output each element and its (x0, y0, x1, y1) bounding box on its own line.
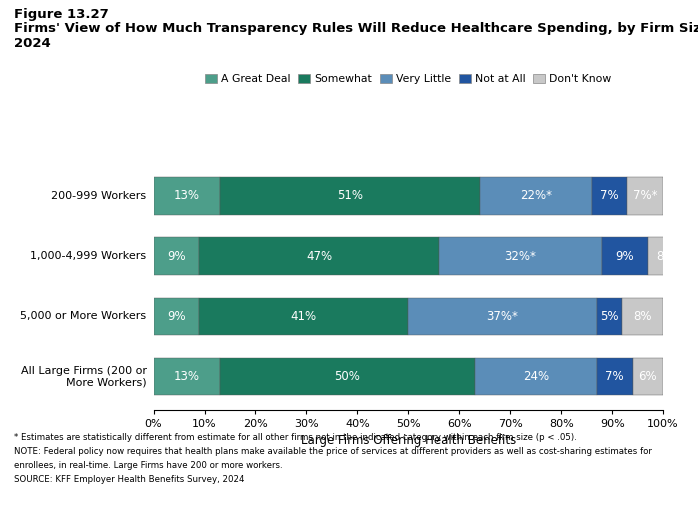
Text: 22%*: 22%* (520, 190, 551, 202)
Bar (200, 237, 439, 275)
Bar (220, 177, 480, 215)
Bar (154, 237, 200, 275)
Bar (154, 298, 200, 335)
Text: NOTE: Federal policy now requires that health plans make available the price of : NOTE: Federal policy now requires that h… (14, 447, 652, 456)
Text: 7%: 7% (605, 370, 624, 383)
Bar (408, 298, 597, 335)
Bar (597, 298, 623, 335)
Text: 51%: 51% (336, 190, 363, 202)
Bar (632, 358, 663, 395)
Bar (154, 358, 220, 395)
Text: 9%: 9% (616, 249, 634, 262)
Text: * Estimates are statistically different from estimate for all other firms not in: * Estimates are statistically different … (14, 433, 577, 442)
Text: 24%: 24% (523, 370, 549, 383)
Text: 9%: 9% (168, 310, 186, 323)
Text: 47%: 47% (306, 249, 332, 262)
Text: Firms' View of How Much Transparency Rules Will Reduce Healthcare Spending, by F: Firms' View of How Much Transparency Rul… (14, 22, 698, 35)
Text: 13%: 13% (174, 370, 200, 383)
Bar (623, 298, 663, 335)
Text: 5%: 5% (600, 310, 619, 323)
Legend: A Great Deal, Somewhat, Very Little, Not at All, Don't Know: A Great Deal, Somewhat, Very Little, Not… (205, 75, 611, 85)
Bar (648, 237, 689, 275)
Bar (602, 237, 648, 275)
Bar (480, 177, 592, 215)
Text: 8%*: 8%* (656, 249, 681, 262)
Text: 7%*: 7%* (633, 190, 658, 202)
Text: SOURCE: KFF Employer Health Benefits Survey, 2024: SOURCE: KFF Employer Health Benefits Sur… (14, 475, 244, 484)
Text: Figure 13.27: Figure 13.27 (14, 8, 109, 21)
Bar (154, 177, 220, 215)
Bar (439, 237, 602, 275)
Text: 8%: 8% (634, 310, 652, 323)
Text: 41%: 41% (291, 310, 317, 323)
Text: 6%: 6% (639, 370, 657, 383)
Bar (592, 177, 628, 215)
Text: 37%*: 37%* (487, 310, 519, 323)
Text: enrollees, in real-time. Large Firms have 200 or more workers.: enrollees, in real-time. Large Firms hav… (14, 461, 283, 470)
Text: 2024: 2024 (14, 37, 51, 50)
Bar (475, 358, 597, 395)
Text: 13%: 13% (174, 190, 200, 202)
Bar (200, 298, 408, 335)
Text: 50%: 50% (334, 370, 360, 383)
X-axis label: Large Firms Offering Health Benefits: Large Firms Offering Health Benefits (301, 434, 516, 447)
Text: 9%: 9% (168, 249, 186, 262)
Bar (220, 358, 475, 395)
Bar (628, 177, 663, 215)
Text: 7%: 7% (600, 190, 619, 202)
Bar (597, 358, 632, 395)
Text: 32%*: 32%* (505, 249, 536, 262)
